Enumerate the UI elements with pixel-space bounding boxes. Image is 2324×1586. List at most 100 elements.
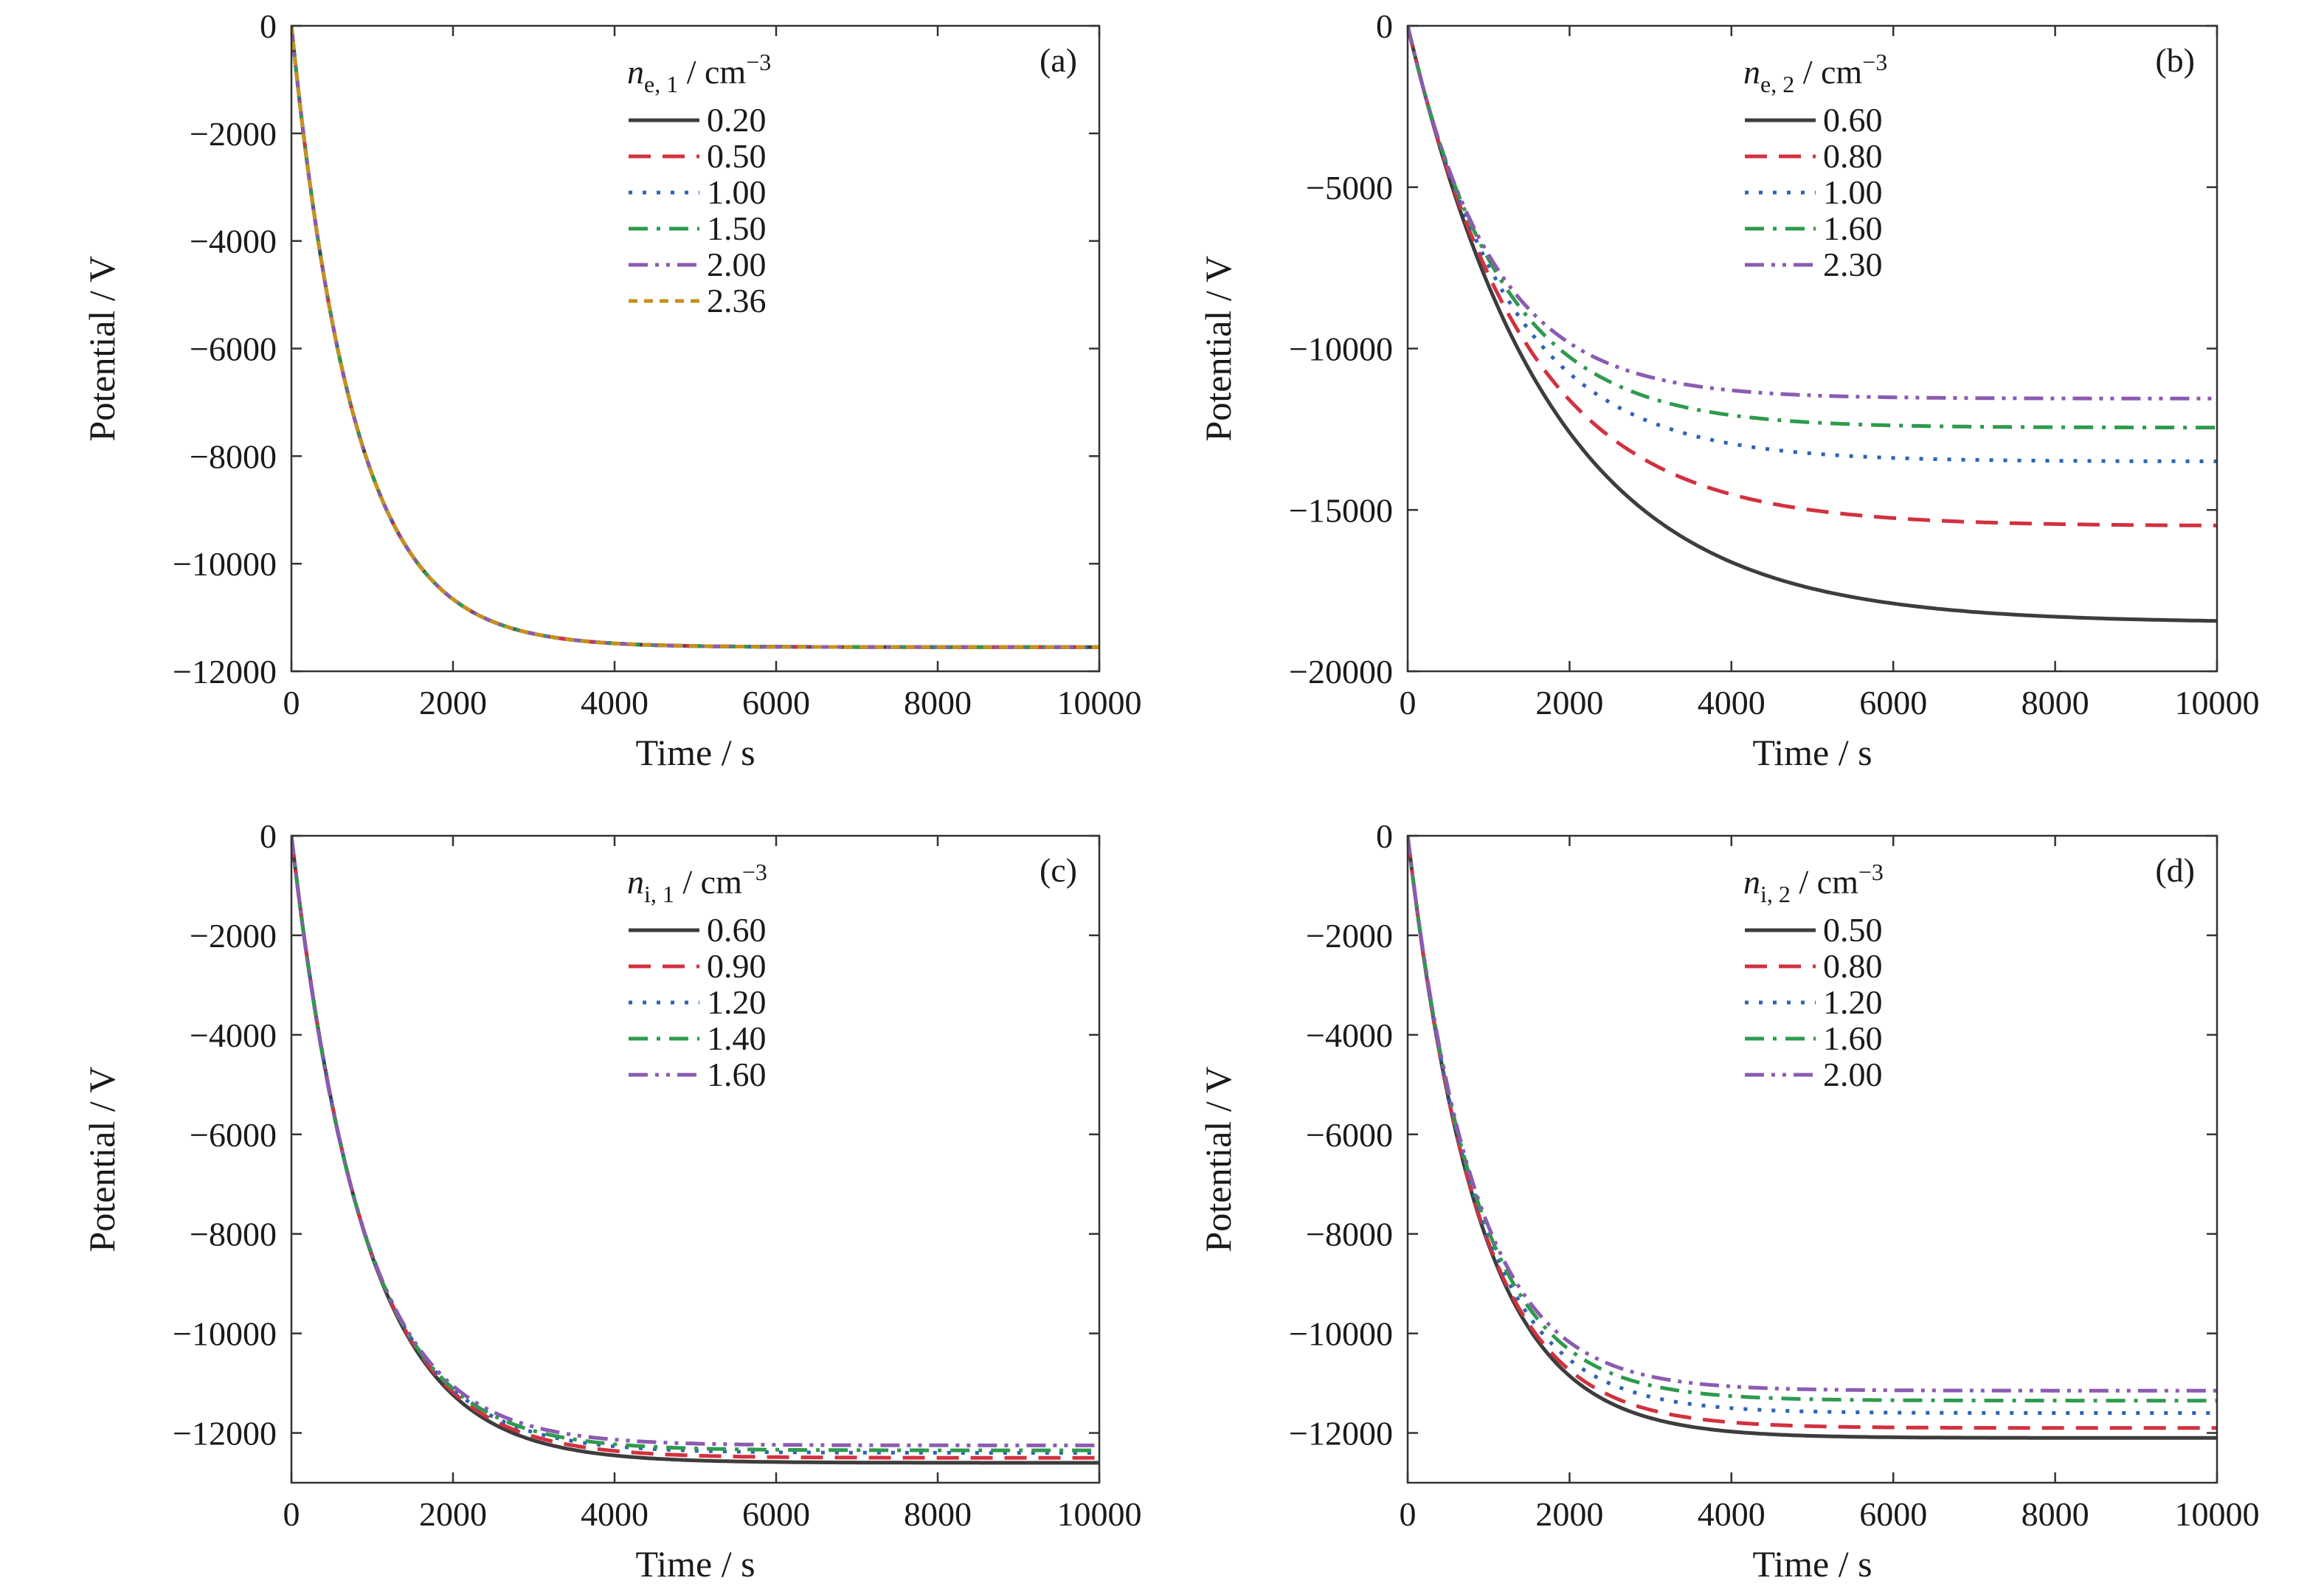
series-line-2-00 [291, 26, 1099, 649]
y-tick-label: 0 [1376, 7, 1393, 45]
y-tick-label: −4000 [1306, 1017, 1393, 1054]
legend-title: ni, 2 / cm−3 [1743, 859, 1884, 907]
series-line-0-80 [1408, 26, 2217, 527]
y-tick-label: −10000 [173, 545, 277, 583]
x-tick-label: 6000 [1859, 684, 1927, 721]
series-line-1-00 [1408, 26, 2217, 463]
y-tick-label: −12000 [173, 653, 277, 690]
y-tick-label: −10000 [1289, 330, 1393, 368]
y-tick-label: −15000 [1289, 491, 1393, 529]
x-tick-label: 10000 [2175, 1495, 2260, 1533]
y-tick-label: −6000 [190, 330, 277, 368]
y-tick-label: −12000 [1289, 1415, 1393, 1452]
series-line-1-20 [291, 836, 1099, 1455]
x-tick-label: 10000 [1057, 684, 1142, 721]
y-tick-label: 0 [1376, 817, 1393, 855]
legend-label: 1.20 [707, 983, 767, 1021]
x-tick-label: 0 [1400, 684, 1417, 721]
y-tick-label: −20000 [1289, 653, 1393, 690]
legend-label: 0.50 [707, 137, 767, 175]
plot-frame [290, 24, 1101, 673]
legend-label: 1.60 [707, 1056, 767, 1093]
legend-label: 0.50 [1823, 911, 1883, 949]
x-axis-label: Time / s [1752, 732, 1872, 773]
series-line-0-50 [1408, 836, 2217, 1440]
legend-label: 2.30 [1823, 246, 1883, 283]
y-tick-label: −8000 [190, 1216, 277, 1253]
y-tick-label: −12000 [173, 1415, 277, 1452]
series-line-0-80 [1408, 836, 2217, 1430]
y-tick-label: −6000 [190, 1116, 277, 1154]
y-tick-label: 0 [260, 817, 277, 855]
legend-label: 0.80 [1823, 137, 1883, 175]
plot-frame [290, 834, 1101, 1484]
legend-label: 2.00 [707, 246, 767, 283]
panel-tag: (a) [1040, 41, 1077, 79]
series-line-2-36 [291, 26, 1099, 649]
x-axis-label: Time / s [635, 1543, 755, 1585]
y-tick-label: −2000 [190, 115, 277, 153]
legend-label: 2.00 [1823, 1056, 1883, 1093]
series-line-2-30 [1408, 26, 2217, 401]
y-tick-label: −6000 [1306, 1116, 1393, 1154]
series-line-1-40 [291, 836, 1099, 1452]
x-tick-label: 2000 [419, 684, 487, 721]
legend-label: 1.00 [707, 173, 767, 211]
legend-title: ne, 1 / cm−3 [627, 49, 771, 97]
x-tick-label: 0 [283, 1495, 300, 1533]
series-line-0-60 [1408, 26, 2217, 623]
legend-label: 0.60 [707, 911, 767, 949]
y-tick-label: −2000 [1306, 917, 1393, 955]
y-tick-label: −8000 [1306, 1216, 1393, 1253]
legend-label: 1.00 [1823, 173, 1883, 211]
y-axis-label: Potential / V [81, 256, 122, 442]
y-axis-label: Potential / V [81, 1067, 122, 1253]
y-tick-label: −4000 [190, 1017, 277, 1054]
x-tick-label: 6000 [742, 1495, 810, 1533]
x-axis-label: Time / s [1752, 1543, 1872, 1585]
plot-frame [1406, 834, 2218, 1484]
x-tick-label: 8000 [904, 684, 972, 721]
legend-label: 1.60 [1823, 1019, 1883, 1057]
x-tick-label: 6000 [1859, 1495, 1927, 1533]
series-line-2-00 [1408, 836, 2217, 1393]
x-tick-label: 8000 [2022, 684, 2089, 721]
y-tick-label: −2000 [190, 917, 277, 955]
panel-b: 0 2000 4000 6000 8000 10000 0 −5000 −10000 −15000… [1197, 7, 2260, 773]
x-tick-label: 4000 [1698, 1495, 1766, 1533]
y-tick-label: −10000 [1289, 1315, 1393, 1353]
legend-title: ne, 2 / cm−3 [1743, 49, 1887, 97]
legend-label: 0.80 [1823, 947, 1883, 985]
series-group [1408, 26, 2217, 623]
y-axis-label: Potential / V [1197, 1067, 1239, 1253]
x-tick-label: 2000 [1535, 684, 1603, 721]
x-tick-label: 2000 [419, 1495, 487, 1533]
x-tick-label: 0 [1400, 1495, 1417, 1533]
series-group [1408, 836, 2217, 1440]
legend-label: 0.90 [707, 947, 767, 985]
x-tick-label: 6000 [742, 684, 810, 721]
legend-label: 1.60 [1823, 209, 1883, 247]
y-tick-label: 0 [260, 7, 277, 45]
panel-tag: (d) [2155, 851, 2195, 889]
legend-label: 0.20 [707, 101, 767, 139]
x-tick-label: 4000 [1698, 684, 1766, 721]
y-axis-label: Potential / V [1197, 256, 1239, 442]
legend-title: ni, 1 / cm−3 [627, 859, 767, 907]
panel-c: 0 2000 4000 6000 8000 10000 0 −2000 −4000 −6000 −8… [81, 817, 1142, 1585]
series-line-1-20 [1408, 836, 2217, 1415]
series-line-1-60 [1408, 26, 2217, 430]
y-tick-label: −10000 [173, 1315, 277, 1353]
x-tick-label: 8000 [904, 1495, 972, 1533]
x-tick-label: 10000 [2175, 684, 2260, 721]
x-tick-label: 10000 [1057, 1495, 1142, 1533]
legend-label: 1.50 [707, 209, 767, 247]
legend-label: 0.60 [1823, 101, 1883, 139]
panel-tag: (c) [1040, 851, 1077, 889]
series-group [291, 836, 1099, 1465]
legend-label: 1.40 [707, 1019, 767, 1057]
panel-tag: (b) [2155, 41, 2195, 79]
x-tick-label: 2000 [1535, 1495, 1603, 1533]
x-tick-label: 4000 [581, 684, 649, 721]
